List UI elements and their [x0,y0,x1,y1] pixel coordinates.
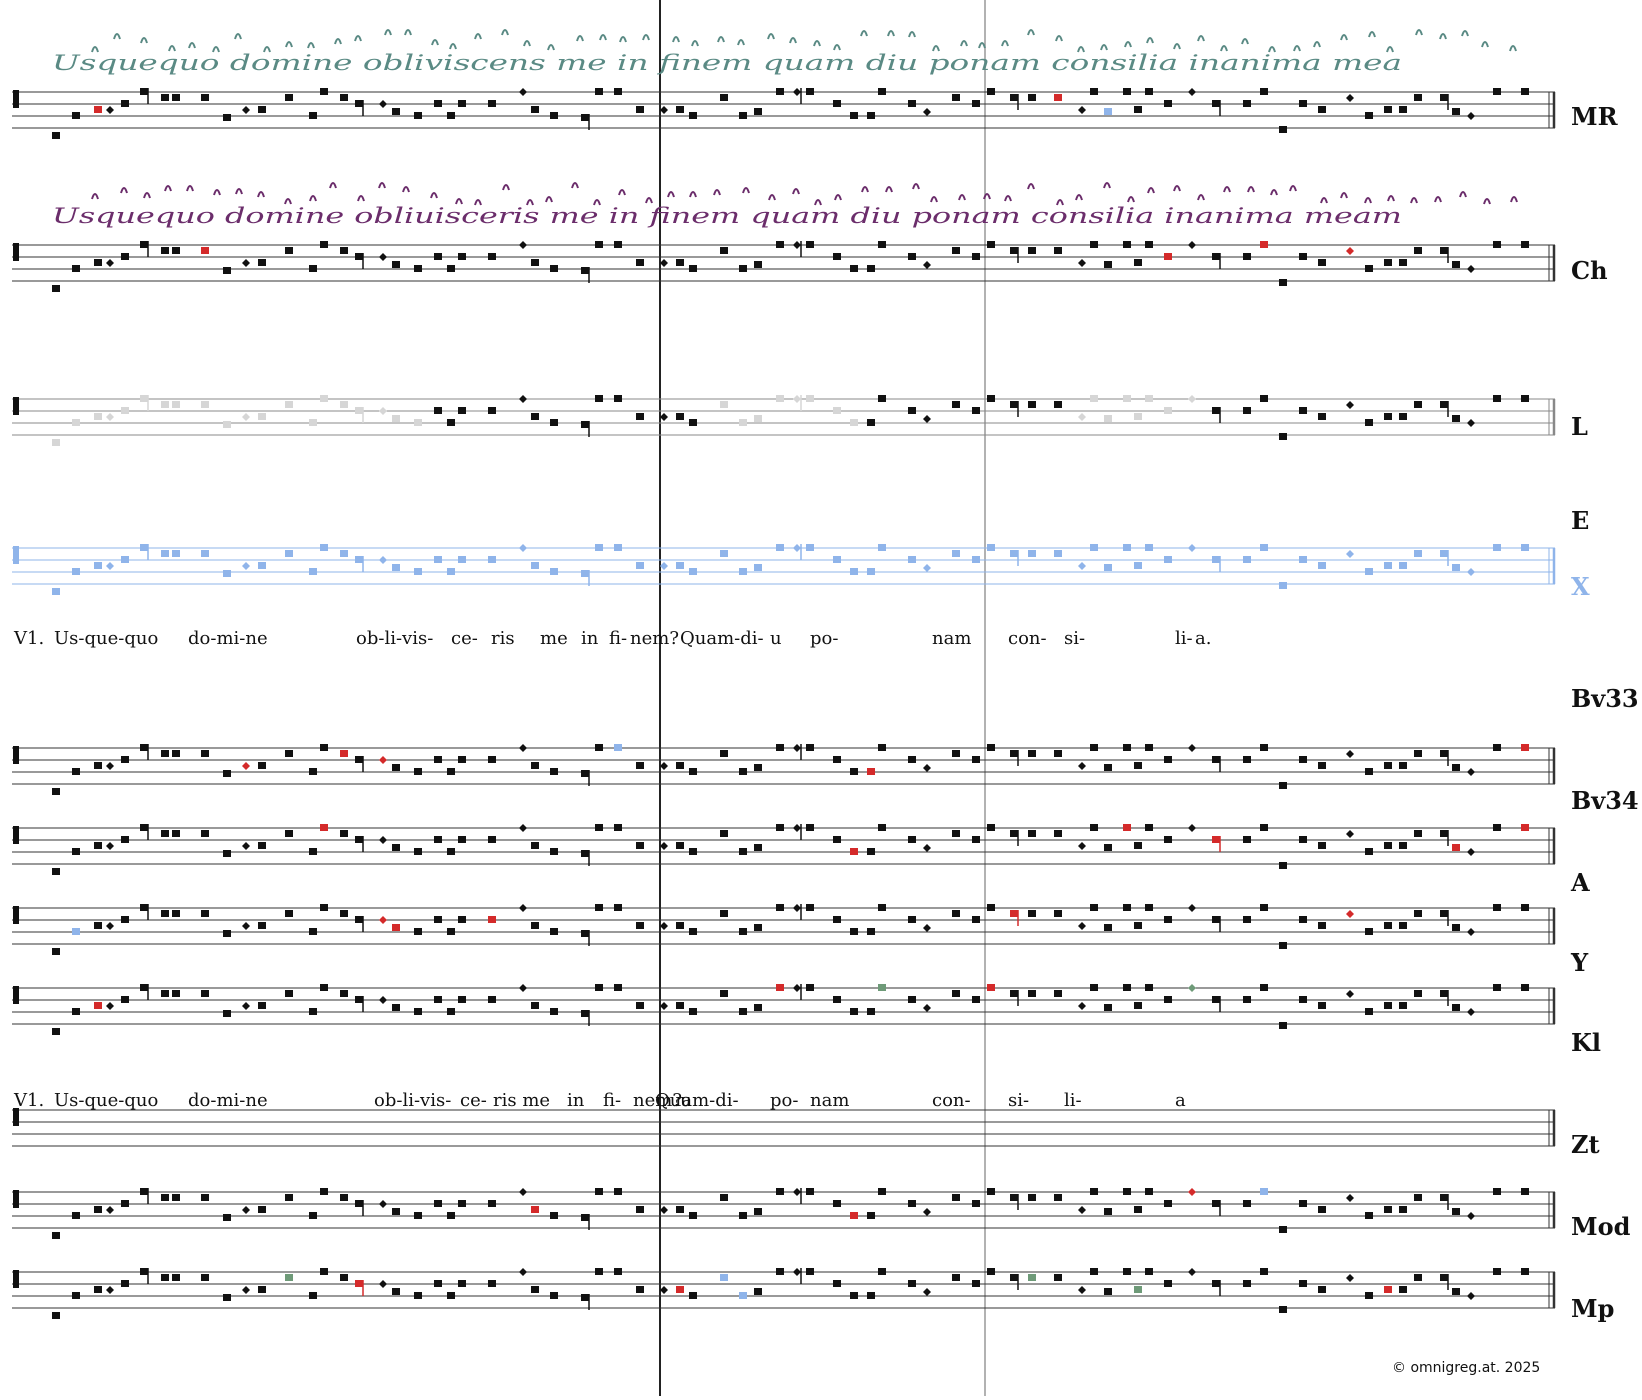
staff-x [12,544,1556,595]
lyric-syllable: li- [1064,1090,1082,1111]
siglum-kl: Kl [1571,1028,1601,1057]
neume-text-ch: Usquequo domine obliuisceris me in finem… [52,204,1402,228]
siglum-bv33: Bv33 [1571,684,1639,713]
lyric-syllable: do-mi-ne [188,628,268,649]
lyric-syllable: li- [1175,628,1193,649]
siglum-y: Y [1571,948,1589,977]
clef-icon [13,243,19,261]
lyric-syllable: con- [932,1090,971,1111]
lyrics-line-2: V1. Us-que-quo do-mi-ne ob-li-vis-ce-ris me… [0,1090,1560,1114]
staff-kl [12,984,1556,1035]
clef-icon [13,826,19,844]
lyric-syllable: ob-li-vis- [374,1090,452,1111]
lyrics-line-1: V1. Us-que-quo do-mi-ne ob-li-vis-ce-ris me i… [0,628,1560,652]
lyric-syllable: ris me [493,1090,551,1111]
siglum-x: X [1571,572,1590,601]
lyric-syllable: Us-que-quo [54,1090,159,1111]
siglum-mp: Mp [1571,1294,1615,1323]
staff-a [12,824,1556,875]
lyric-syllable: do-mi-ne [188,1090,268,1111]
lyric-syllable: Quam-di- [680,628,764,649]
lyric-syllable: u [770,628,782,649]
clef-icon [13,90,19,108]
lyric-syllable: in [581,628,599,649]
lyric-syllable: Quam-di- [655,1090,739,1111]
lyric-syllable: nam [932,628,972,649]
lyric-syllable: si- [1008,1090,1030,1111]
siglum-bv34: Bv34 [1571,786,1639,815]
staff-bv34 [12,744,1556,795]
lyric-syllable: ce- [460,1090,487,1111]
lyric-syllable: V1. [14,628,45,649]
lyric-syllable: nem? [630,628,679,649]
lyric-syllable: in [567,1090,585,1111]
lyric-syllable: po- [810,628,839,649]
clef-icon [13,397,19,415]
lyric-syllable: a [1175,1090,1186,1111]
staff-mr [12,88,1556,139]
lyric-syllable: ob-li-vis- [356,628,434,649]
copyright-notice: © omnigreg.at. 2025 [1392,1360,1541,1376]
neume-text-mr: Usquequo domine obliviscens me in finem … [52,51,1402,75]
lyric-syllable: si- [1064,628,1086,649]
lyric-syllable: V1. [14,1090,45,1111]
lyric-syllable: a. [1195,628,1212,649]
lyric-syllable: u [680,1090,692,1111]
clef-icon [13,906,19,924]
siglum-mr: MR [1571,102,1618,131]
lyric-syllable: po- [770,1090,799,1111]
lyric-syllable: ce- [451,628,478,649]
lyric-syllable: con- [1008,628,1047,649]
staff-y [12,904,1556,955]
clef-icon [13,1108,19,1126]
staff-mod [12,1188,1556,1239]
clef-icon [13,546,19,564]
staff-ch [12,241,1556,292]
clef-icon [13,746,19,764]
lyric-syllable: ris [491,628,515,649]
clef-icon [13,986,19,1004]
lyric-syllable: fi- [609,628,628,649]
lyric-syllable: fi- [603,1090,622,1111]
staff-zt [12,1108,1556,1147]
siglum-e: E [1571,506,1590,535]
staff-mp [12,1268,1556,1319]
clef-icon [13,1190,19,1208]
staff-l [12,395,1556,446]
siglum-mod: Mod [1571,1212,1631,1241]
lyric-syllable: me [540,628,568,649]
lyric-syllable: nam [810,1090,850,1111]
siglum-zt: Zt [1571,1130,1600,1159]
lyric-syllable: Us-que-quo [54,628,159,649]
siglum-a: A [1571,868,1590,897]
clef-icon [13,1270,19,1288]
siglum-l: L [1571,412,1588,441]
lyric-syllable: nem? [633,1090,682,1111]
siglum-ch: Ch [1571,256,1608,285]
